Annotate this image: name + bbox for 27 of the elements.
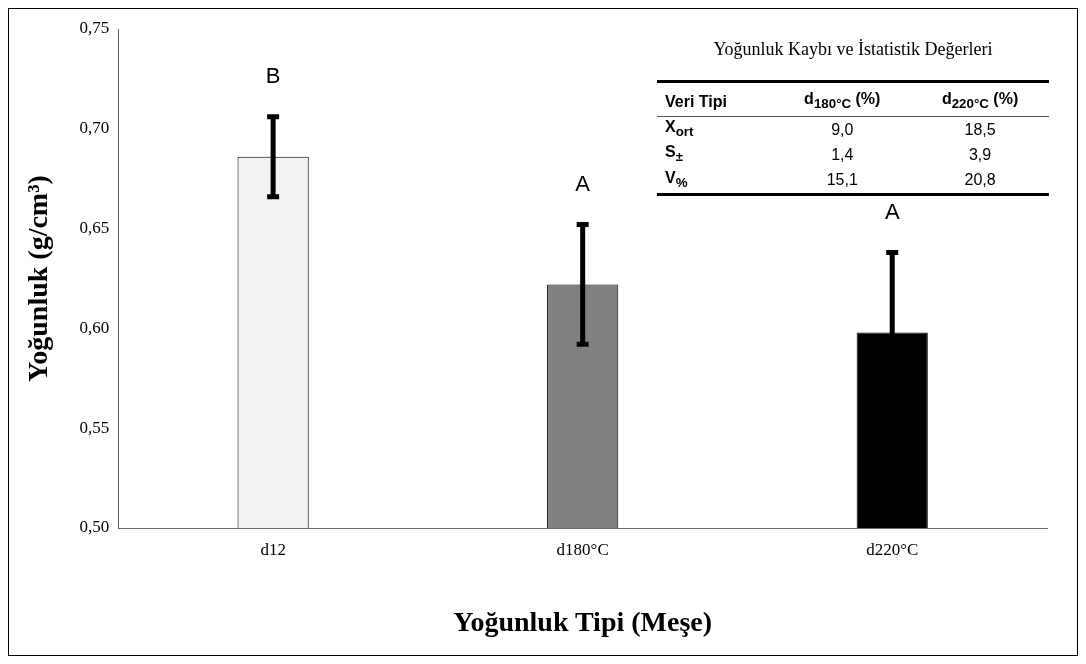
y-tick-label: 0,50 (79, 517, 110, 537)
annotation: A (575, 170, 591, 196)
y-tick-label: 0,65 (79, 218, 110, 238)
annotation: 1,4 (830, 144, 855, 165)
x-tick-label: d12 (260, 539, 286, 559)
y-tick-label: 0,60 (79, 317, 110, 337)
annotation: 15,1 (825, 170, 859, 191)
annotation: X$_{ort}$ (664, 117, 695, 142)
annotation: 3,9 (967, 144, 993, 165)
annotation: S$_{±}$ (664, 142, 684, 167)
annotation: Veri Tipi (664, 91, 728, 112)
annotation: d$_{220°C}$ (%) (940, 89, 1020, 114)
annotation: Yoğunluk Kaybı ve İstatistik Değerleri (712, 39, 994, 60)
y-tick-label: 0,75 (79, 18, 110, 38)
y-tick-label: 0,70 (79, 118, 110, 138)
annotation: A (884, 198, 900, 224)
y-tick-label: 0,55 (79, 417, 110, 437)
x-axis-title: Yoğunluk Tipi (Meşe) (453, 606, 713, 638)
annotation: 20,8 (963, 170, 997, 191)
x-tick-label: d180°C (556, 539, 609, 559)
annotation: 18,5 (963, 119, 997, 140)
annotation: 9,0 (830, 119, 855, 140)
x-tick-label: d220°C (866, 539, 919, 559)
annotation: d$_{180°C}$ (%) (803, 89, 882, 114)
annotation: B (265, 62, 281, 88)
annotation: V$_{%}$ (664, 167, 689, 192)
y-axis-title: Yoğunluk (g/cm³) (22, 175, 54, 382)
